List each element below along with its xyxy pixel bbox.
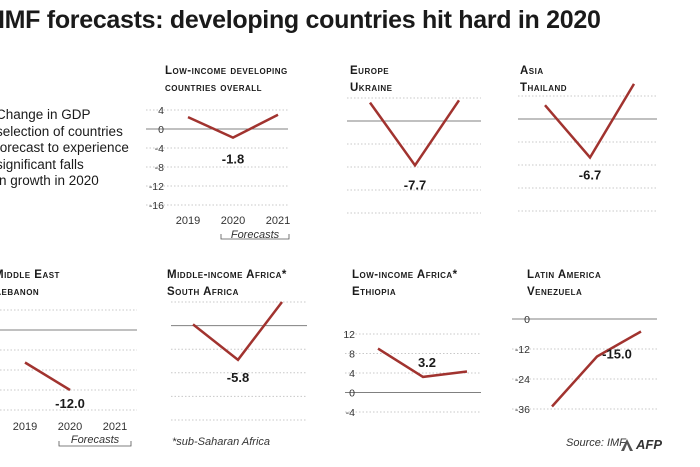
y-tick-label: 0 bbox=[158, 124, 164, 136]
panel-label-thailand: Asia Thailand bbox=[520, 63, 567, 97]
y-tick-label: 0 bbox=[349, 388, 355, 400]
series-line bbox=[377, 347, 468, 379]
data-label: -12.0 bbox=[55, 396, 85, 411]
panel-label-south-africa: Middle-income Africa* South Africa bbox=[167, 267, 287, 301]
description-line: Change in GDP bbox=[0, 107, 91, 122]
panel-region: Low-income Africa* bbox=[352, 269, 458, 281]
y-tick-label: -12 bbox=[515, 344, 530, 356]
panel-region: Low-income developing bbox=[165, 65, 288, 77]
panel-country: Lebanon bbox=[0, 286, 40, 298]
panel-country: Thailand bbox=[520, 82, 568, 94]
panel-region: Middle East bbox=[0, 269, 60, 281]
forecast-bracket bbox=[58, 441, 132, 447]
series-line bbox=[551, 330, 642, 408]
data-label: -5.8 bbox=[227, 370, 249, 385]
description-line: in growth in 2020 bbox=[0, 173, 99, 188]
panel-country: Ethiopia bbox=[352, 286, 397, 298]
series-line bbox=[192, 301, 283, 362]
panel-label-ethiopia: Low-income Africa* Ethiopia bbox=[352, 267, 458, 301]
forecast-label: Forecasts bbox=[71, 434, 120, 446]
series-line bbox=[187, 113, 279, 139]
series-line bbox=[368, 99, 461, 168]
x-tick-label: 2020 bbox=[58, 421, 82, 433]
panel-label-lebanon: Middle East Lebanon bbox=[0, 267, 60, 301]
x-tick-label: 2020 bbox=[221, 215, 245, 227]
y-tick-label: 4 bbox=[349, 368, 355, 380]
y-tick-label: -36 bbox=[515, 404, 530, 416]
chart-title: IMF forecasts: developing countries hit … bbox=[0, 6, 601, 34]
y-tick-label: 12 bbox=[343, 329, 355, 341]
panel-country: Ukraine bbox=[350, 82, 393, 94]
y-tick-label: -16 bbox=[149, 200, 164, 212]
y-tick-label: 4 bbox=[158, 105, 164, 117]
panel-region: Asia bbox=[520, 65, 544, 77]
description-line: significant falls bbox=[0, 156, 84, 172]
panel-country: countries overall bbox=[165, 82, 263, 94]
data-label: -6.7 bbox=[579, 168, 601, 183]
credit-logo: AFP bbox=[636, 437, 662, 452]
panel-label-venezuela: Latin America Venezuela bbox=[527, 267, 601, 301]
x-tick-label: 2019 bbox=[13, 421, 37, 433]
chart-description: Change in GDP selection of countries for… bbox=[0, 107, 161, 190]
panel-region: Europe bbox=[350, 65, 390, 77]
y-tick-label: -24 bbox=[515, 374, 530, 386]
data-label: 3.2 bbox=[418, 355, 436, 370]
panel-country: South Africa bbox=[167, 286, 239, 298]
panel-label-ukraine: Europe Ukraine bbox=[350, 63, 392, 97]
data-label: -15.0 bbox=[602, 347, 632, 362]
x-tick-label: 2021 bbox=[103, 421, 127, 433]
data-label: -7.7 bbox=[404, 177, 426, 192]
series-line bbox=[24, 361, 71, 392]
y-tick-label: 0 bbox=[524, 314, 530, 326]
description-line: forecast to experience bbox=[0, 140, 129, 155]
y-tick-label: -4 bbox=[155, 143, 164, 155]
panel-country: Venezuela bbox=[527, 286, 583, 298]
forecast-bracket bbox=[220, 234, 290, 240]
description-line: selection of countries bbox=[0, 123, 123, 139]
panel-label-low-income-developing: Low-income developing countries overall bbox=[165, 63, 288, 97]
y-tick-label: 8 bbox=[349, 349, 355, 361]
y-tick-label: -12 bbox=[149, 181, 164, 193]
afp-logo-icon bbox=[621, 439, 633, 451]
data-label: -1.8 bbox=[222, 152, 244, 167]
panel-region: Middle-income Africa* bbox=[167, 269, 287, 281]
x-tick-label: 2021 bbox=[266, 215, 290, 227]
panel-region: Latin America bbox=[527, 269, 602, 281]
x-tick-label: 2019 bbox=[176, 215, 200, 227]
forecast-label: Forecasts bbox=[231, 229, 280, 241]
source-note: Source: IMF bbox=[566, 437, 626, 449]
y-tick-label: -8 bbox=[155, 162, 164, 174]
series-line bbox=[544, 83, 636, 160]
y-tick-label: -4 bbox=[346, 407, 355, 419]
footnote: *sub-Saharan Africa bbox=[172, 436, 271, 448]
